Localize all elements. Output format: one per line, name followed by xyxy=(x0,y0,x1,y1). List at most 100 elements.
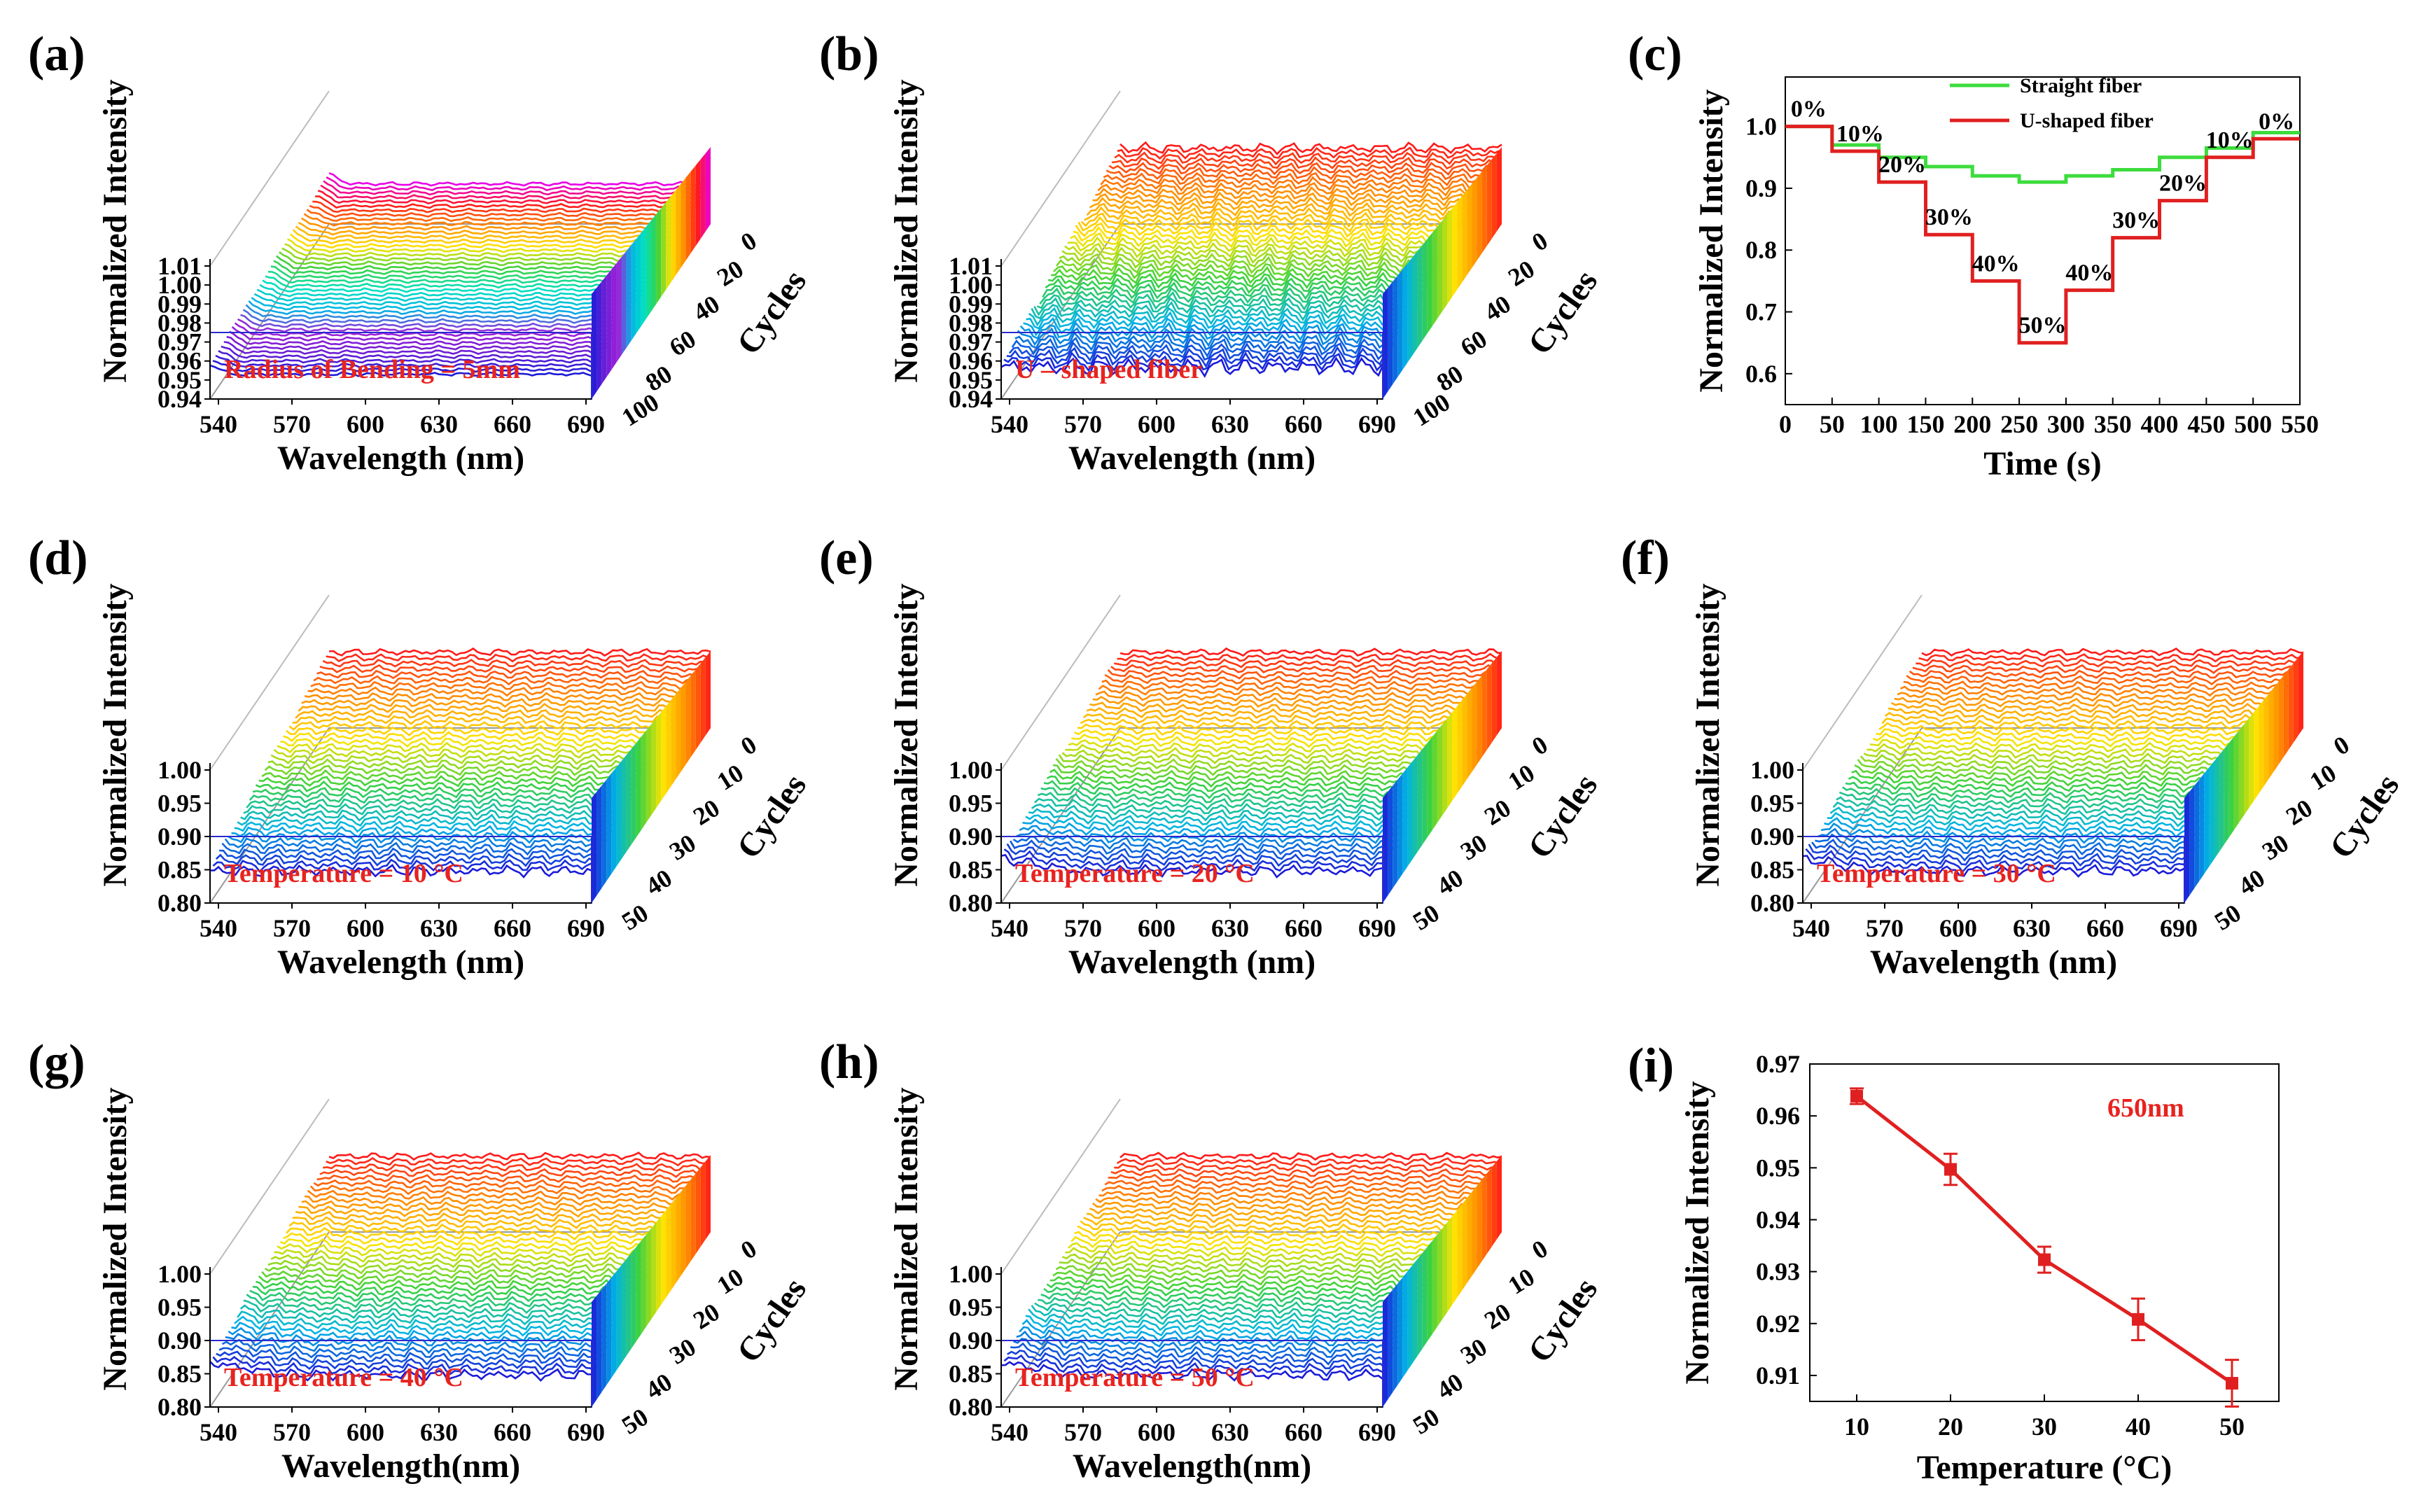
panel-c-x-tick-label: 350 xyxy=(2094,410,2132,438)
panel-f-spectrum xyxy=(1899,685,2282,697)
panel-e-spectrum xyxy=(1040,787,1423,804)
panel-f-color-wall xyxy=(2244,718,2249,816)
panel-a-spectrum xyxy=(212,360,595,373)
panel-b-spectrum xyxy=(1014,331,1397,351)
panel-b-y-tick-label: 0.94 xyxy=(949,385,993,413)
panel-b-color-wall xyxy=(1496,147,1502,232)
panel-h-spectrum xyxy=(1119,1152,1502,1161)
panel-f-z-tick-label: 10 xyxy=(2305,759,2341,796)
panel-h-spectrum xyxy=(1070,1236,1453,1252)
panel-b-spectrum xyxy=(1077,216,1461,233)
panel-f-spectrum xyxy=(1818,827,2200,850)
panel-g-color-wall xyxy=(592,1296,597,1407)
panel-c-x-tick-label: 250 xyxy=(2000,410,2038,438)
panel-a-y-tick-label: 0.99 xyxy=(158,290,202,318)
panel-f-color-wall xyxy=(2268,687,2274,779)
panel-f-z-tick-label: 50 xyxy=(2210,899,2246,936)
panel-e-color-wall xyxy=(1442,718,1448,816)
panel-f-y-tick-label: 1.00 xyxy=(1750,756,1794,784)
panel-label-g: (g) xyxy=(28,1035,85,1089)
panel-b-spectrum xyxy=(1086,201,1470,217)
panel-d-color-wall xyxy=(596,785,602,896)
panel-h-spectrum xyxy=(1077,1225,1460,1240)
panel-b-y-label: Normalized Intensity xyxy=(888,79,925,382)
panel-label-b: (b) xyxy=(819,27,879,81)
panel-h-color-wall xyxy=(1397,1278,1403,1385)
panel-g-spectrum xyxy=(283,1232,666,1246)
panel-f-spectrum xyxy=(1836,796,2219,816)
panel-d-color-wall xyxy=(641,730,646,830)
panel-e-spectrum xyxy=(1043,780,1426,799)
panel-g-spectrum xyxy=(295,1210,678,1224)
panel-b-z-tick-label: 20 xyxy=(1503,255,1540,292)
panel-g-y-label: Normalized Intensity xyxy=(97,1087,134,1390)
panel-h-color-wall xyxy=(1427,1240,1432,1342)
panel-h-spectrum xyxy=(1000,1361,1383,1382)
panel-b-x-tick-label: 630 xyxy=(1211,410,1249,438)
panel-b-y-tick-label: 0.96 xyxy=(949,347,993,375)
panel-g-y-tick-label: 1.00 xyxy=(158,1260,202,1288)
panel-label-e: (e) xyxy=(819,531,874,585)
panel-a-color-wall xyxy=(606,270,612,377)
panel-a-color-wall xyxy=(661,202,667,298)
panel-h-color-wall xyxy=(1442,1222,1448,1320)
panel-g-spectrum xyxy=(218,1344,601,1366)
panel-h-spectrum xyxy=(1025,1315,1408,1337)
panel-h-color-wall xyxy=(1388,1289,1393,1400)
panel-g-spectrum xyxy=(255,1280,638,1297)
panel-f-x-tick-label: 570 xyxy=(1866,914,1904,942)
panel-d-spectrum xyxy=(215,853,599,867)
panel-d-spectrum xyxy=(286,724,669,736)
panel-d-color-wall xyxy=(611,767,617,874)
panel-b-spectrum xyxy=(1114,151,1497,166)
panel-b-spectrum xyxy=(1080,211,1464,227)
panel-c-step-label: 30% xyxy=(2112,208,2160,234)
panel-g-color-wall xyxy=(601,1283,607,1393)
panel-h-spectrum xyxy=(1110,1168,1493,1178)
panel-a-y-tick-label: 0.98 xyxy=(158,309,202,337)
panel-h-x-tick-label: 690 xyxy=(1358,1418,1396,1446)
panel-f-color-wall xyxy=(2263,694,2269,787)
panel-b-color-wall xyxy=(1432,226,1437,326)
panel-a-z-tick-label: 40 xyxy=(688,290,725,327)
panel-b-spectrum xyxy=(1064,241,1447,258)
panel-d-color-wall xyxy=(700,657,706,743)
panel-h-spectrum xyxy=(1068,1242,1451,1257)
panel-b-spectrum xyxy=(1067,236,1450,253)
panel-d-color-wall xyxy=(705,651,711,736)
panel-a-x-tick-label: 540 xyxy=(200,410,237,438)
panel-d-x-tick-label: 570 xyxy=(273,914,311,942)
panel-h-spectrum xyxy=(1059,1258,1442,1275)
panel-e-color-wall xyxy=(1472,681,1477,772)
panel-b-color-wall xyxy=(1447,208,1453,304)
panel-h-color-wall xyxy=(1383,1296,1388,1407)
panel-d-color-wall xyxy=(616,761,622,867)
panel-i-x-tick-label: 40 xyxy=(2126,1413,2151,1441)
panel-h-spectrum xyxy=(1101,1184,1484,1196)
panel-i-x-tick-label: 50 xyxy=(2219,1413,2245,1441)
panel-e-color-wall xyxy=(1462,694,1467,787)
panel-b-spectrum xyxy=(1026,311,1409,332)
panel-label-i: (i) xyxy=(1628,1039,1674,1093)
panel-a-spectrum xyxy=(287,238,669,253)
panel-b-color-wall xyxy=(1393,275,1398,385)
panel-a-color-wall xyxy=(685,172,691,261)
panel-c-x-tick-label: 300 xyxy=(2047,410,2085,438)
panel-c-y-tick-label: 0.8 xyxy=(1745,236,1777,264)
panel-a-color-wall xyxy=(695,159,701,246)
panel-b-y-tick-label: 0.98 xyxy=(949,309,993,337)
panel-e-x-tick-label: 690 xyxy=(1358,914,1396,942)
panel-a-color-wall xyxy=(676,183,681,275)
panel-g-color-wall xyxy=(651,1222,657,1320)
panel-e-spectrum xyxy=(1009,839,1393,861)
panel-f-spectrum xyxy=(1916,659,2298,668)
panel-a-spectrum xyxy=(281,247,664,262)
panel-h-spectrum xyxy=(1046,1281,1430,1297)
panel-a-spectrum xyxy=(317,190,700,204)
panel-g-spectrum xyxy=(298,1205,681,1218)
panel-d-spectrum xyxy=(277,741,660,754)
panel-d-y-tick-label: 0.85 xyxy=(158,856,202,884)
panel-g-box-edge xyxy=(209,1098,330,1275)
panel-i-x-label: Temperature (°C) xyxy=(1917,1449,2172,1486)
panel-a-spectrum xyxy=(284,243,667,258)
